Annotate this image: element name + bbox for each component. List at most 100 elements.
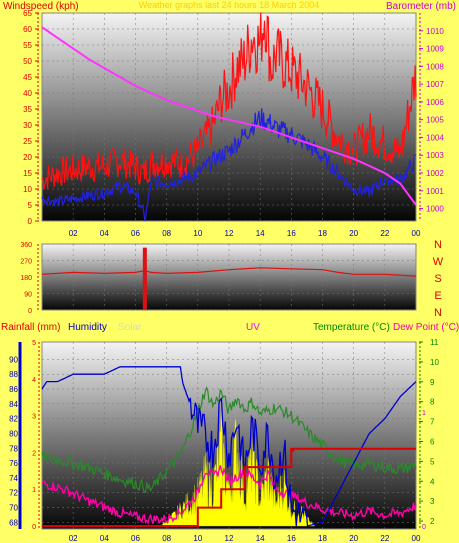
temperature-tick-label: 11	[430, 338, 439, 347]
humidity-tick-label: 80	[9, 429, 18, 438]
multi-x-tick-label: 04	[100, 534, 109, 543]
windspeed-tick-label: 30	[23, 121, 32, 130]
humidity-tick-label: 76	[9, 459, 18, 468]
windspeed-axis-label: Windspeed (kph)	[3, 1, 79, 12]
multi-x-tick-label: 20	[349, 534, 358, 543]
wind-panel: Windspeed (kph) Weather graphs last 24 h…	[3, 0, 456, 238]
rain-tick-label: 1	[32, 487, 36, 494]
wind-x-tick-label: 16	[287, 229, 296, 238]
temperature-tick-label: 5	[430, 457, 435, 466]
legend-rainfall: Rainfall (mm)	[1, 322, 60, 333]
direction-tick-label: 90	[24, 292, 32, 299]
compass-label: N	[434, 239, 442, 251]
wind-x-tick-label: 02	[69, 229, 78, 238]
multi-panel: Rainfall (mm) Humidity Solar UV Temperat…	[1, 322, 459, 543]
windspeed-tick-label: 50	[23, 57, 32, 66]
wind-x-tick-label: 14	[256, 229, 265, 238]
temperature-tick-label: 7	[430, 418, 435, 427]
temperature-line	[41, 386, 417, 494]
direction-grid	[42, 243, 417, 311]
temperature-tick-label: 3	[430, 497, 435, 506]
windspeed-tick-label: 20	[23, 153, 32, 162]
uv-tick-label: 1	[422, 410, 426, 417]
legend-uv: UV	[246, 322, 260, 333]
wind-x-tick-label: 12	[225, 229, 234, 238]
barometer-tick-label: 1010	[426, 27, 444, 36]
humidity-line	[41, 366, 417, 527]
barometer-tick-label: 1008	[426, 62, 444, 71]
windspeed-tick-label: 25	[23, 137, 32, 146]
dew-point-line	[41, 465, 417, 526]
humidity-tick-label: 88	[9, 370, 18, 379]
wind-direction-line	[41, 267, 417, 277]
wind-axes: 0510152025303540455055606510001001100210…	[23, 9, 444, 238]
multi-axes: 6870727476788082848688900123452345678910…	[9, 338, 439, 543]
legend-humidity: Humidity	[68, 322, 107, 333]
wind-plot-area	[41, 12, 417, 222]
direction-tick-label: 0	[28, 308, 32, 315]
legend-temperature: Temperature (°C)	[313, 322, 390, 333]
multi-x-tick-label: 18	[318, 534, 327, 543]
compass-label: E	[434, 290, 441, 302]
rain-tick-label: 0	[32, 524, 36, 531]
humidity-tick-label: 82	[9, 415, 18, 424]
humidity-tick-label: 90	[9, 355, 18, 364]
direction-tick-label: 180	[20, 275, 32, 282]
wind-x-tick-label: 04	[100, 229, 109, 238]
wind-x-tick-label: 00	[412, 229, 421, 238]
wind-x-tick-label: 06	[131, 229, 140, 238]
wind-direction-spike	[142, 247, 147, 310]
multi-series	[41, 366, 417, 527]
windspeed-tick-label: 35	[23, 105, 32, 114]
rain-tick-label: 2	[32, 450, 36, 457]
temperature-tick-label: 4	[430, 477, 435, 486]
barometer-tick-label: 1004	[426, 133, 444, 142]
multi-x-tick-label: 22	[380, 534, 389, 543]
windspeed-tick-label: 55	[23, 41, 32, 50]
rain-tick-label: 3	[32, 414, 36, 421]
wind-gust-line	[41, 12, 417, 190]
windspeed-tick-label: 40	[23, 89, 32, 98]
wind-x-tick-label: 10	[193, 229, 202, 238]
rain-tick-label: 5	[32, 340, 36, 347]
compass-label: W	[433, 256, 444, 268]
humidity-tick-label: 78	[9, 444, 18, 453]
direction-tick-label: 360	[20, 242, 32, 249]
temperature-tick-label: 6	[430, 437, 435, 446]
humidity-tick-label: 72	[9, 489, 18, 498]
wind-x-tick-label: 18	[318, 229, 327, 238]
multi-x-tick-label: 16	[287, 534, 296, 543]
wind-average-line	[41, 108, 417, 222]
windspeed-tick-label: 60	[23, 25, 32, 34]
rain-tick-label: 4	[32, 377, 36, 384]
barometer-tick-label: 1009	[426, 45, 444, 54]
windspeed-tick-label: 0	[28, 217, 33, 226]
multi-x-tick-label: 06	[131, 534, 140, 543]
temperature-tick-label: 9	[430, 378, 435, 387]
barometer-tick-label: 1001	[426, 187, 444, 196]
windspeed-tick-label: 45	[23, 73, 32, 82]
barometer-tick-label: 1003	[426, 151, 444, 160]
direction-series	[41, 247, 417, 310]
multi-x-tick-label: 08	[162, 534, 171, 543]
windspeed-tick-label: 15	[23, 169, 32, 178]
multi-x-tick-label: 14	[256, 534, 265, 543]
wind-x-tick-label: 08	[162, 229, 171, 238]
humidity-tick-label: 86	[9, 385, 18, 394]
multi-x-tick-label: 02	[69, 534, 78, 543]
direction-tick-label: 270	[20, 259, 32, 266]
rainfall-marker	[291, 448, 295, 452]
multi-x-tick-label: 10	[193, 534, 202, 543]
barometer-line	[41, 26, 417, 206]
barometer-axis-label: Barometer (mb)	[386, 1, 456, 12]
windspeed-tick-label: 10	[23, 185, 32, 194]
windspeed-tick-label: 5	[28, 201, 33, 210]
humidity-tick-label: 68	[9, 518, 18, 527]
wind-series	[41, 12, 417, 222]
barometer-tick-label: 1006	[426, 98, 444, 107]
humidity-tick-label: 70	[9, 503, 18, 512]
temperature-tick-label: 8	[430, 398, 435, 407]
multi-x-tick-label: 00	[412, 534, 421, 543]
